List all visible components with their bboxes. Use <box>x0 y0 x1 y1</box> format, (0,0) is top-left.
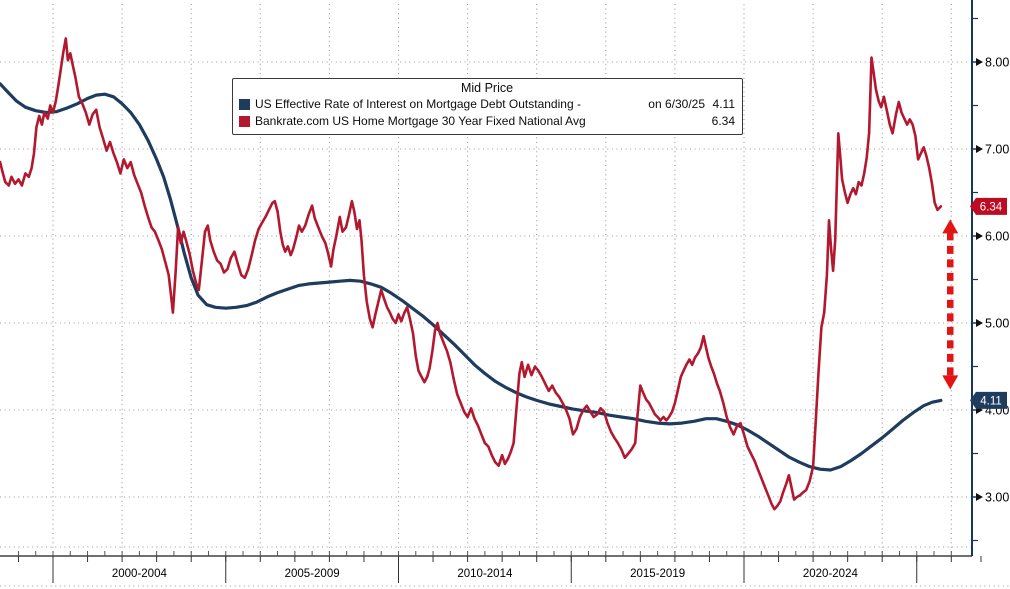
spread-arrow-icon <box>942 219 959 390</box>
legend-title: Mid Price <box>460 81 514 95</box>
legend-label-bankrate: Bankrate.com US Home Mortgage 30 Year Fi… <box>255 114 586 128</box>
y-tick-arrow-icon <box>976 145 983 153</box>
value-badge-text: 6.34 <box>980 201 1003 213</box>
x-axis-group-label: 2000-2004 <box>112 568 168 580</box>
y-tick-arrow-icon <box>976 493 983 501</box>
value-badge-text: 4.11 <box>980 395 1002 407</box>
gridlines <box>0 4 1010 587</box>
y-tick-arrow-icon <box>976 319 983 327</box>
series-line-bankrate-30yr <box>0 37 943 511</box>
value-badges: 6.34 4.11 <box>970 197 1007 409</box>
legend-label-effective-rate: US Effective Rate of Interest on Mortgag… <box>255 97 581 111</box>
legend-row-effective-rate: US Effective Rate of Interest on Mortgag… <box>239 96 735 113</box>
legend-value-effective-rate: 4.11 <box>712 97 735 111</box>
y-tick-arrow-icon <box>976 232 983 240</box>
legend-value-bankrate: 6.34 <box>711 114 735 128</box>
legend-swatch-bankrate-icon <box>239 116 250 127</box>
legend-swatch-effective-rate-icon <box>239 99 250 110</box>
legend-asof-effective-rate: on 6/30/25 <box>648 97 705 111</box>
x-axis-group-label: 2010-2014 <box>457 568 513 580</box>
y-axis-label: 6.00 <box>985 230 1009 244</box>
legend-row-bankrate: Bankrate.com US Home Mortgage 30 Year Fi… <box>239 113 735 130</box>
y-axis-label: 3.00 <box>985 491 1009 505</box>
x-axis-group-label: 2005-2009 <box>285 568 340 580</box>
y-tick-arrow-icon <box>976 58 983 66</box>
x-axis-group-label: 2015-2019 <box>630 568 685 580</box>
legend: Mid Price US Effective Rate of Interest … <box>232 78 743 135</box>
value-badge <box>970 197 1007 215</box>
y-axis: 8.007.006.005.004.003.00 <box>971 0 1009 556</box>
y-axis-label: 5.00 <box>985 317 1009 331</box>
y-axis-label: 7.00 <box>985 143 1009 157</box>
x-axis-group-label: 2020-2024 <box>803 568 859 580</box>
series-lines <box>0 37 943 511</box>
value-badge <box>970 391 1007 409</box>
x-axis: 2000-2004 2005-2009 2010-2014 2015-2019 2020… <box>0 551 982 583</box>
y-axis-label: 8.00 <box>985 56 1009 70</box>
